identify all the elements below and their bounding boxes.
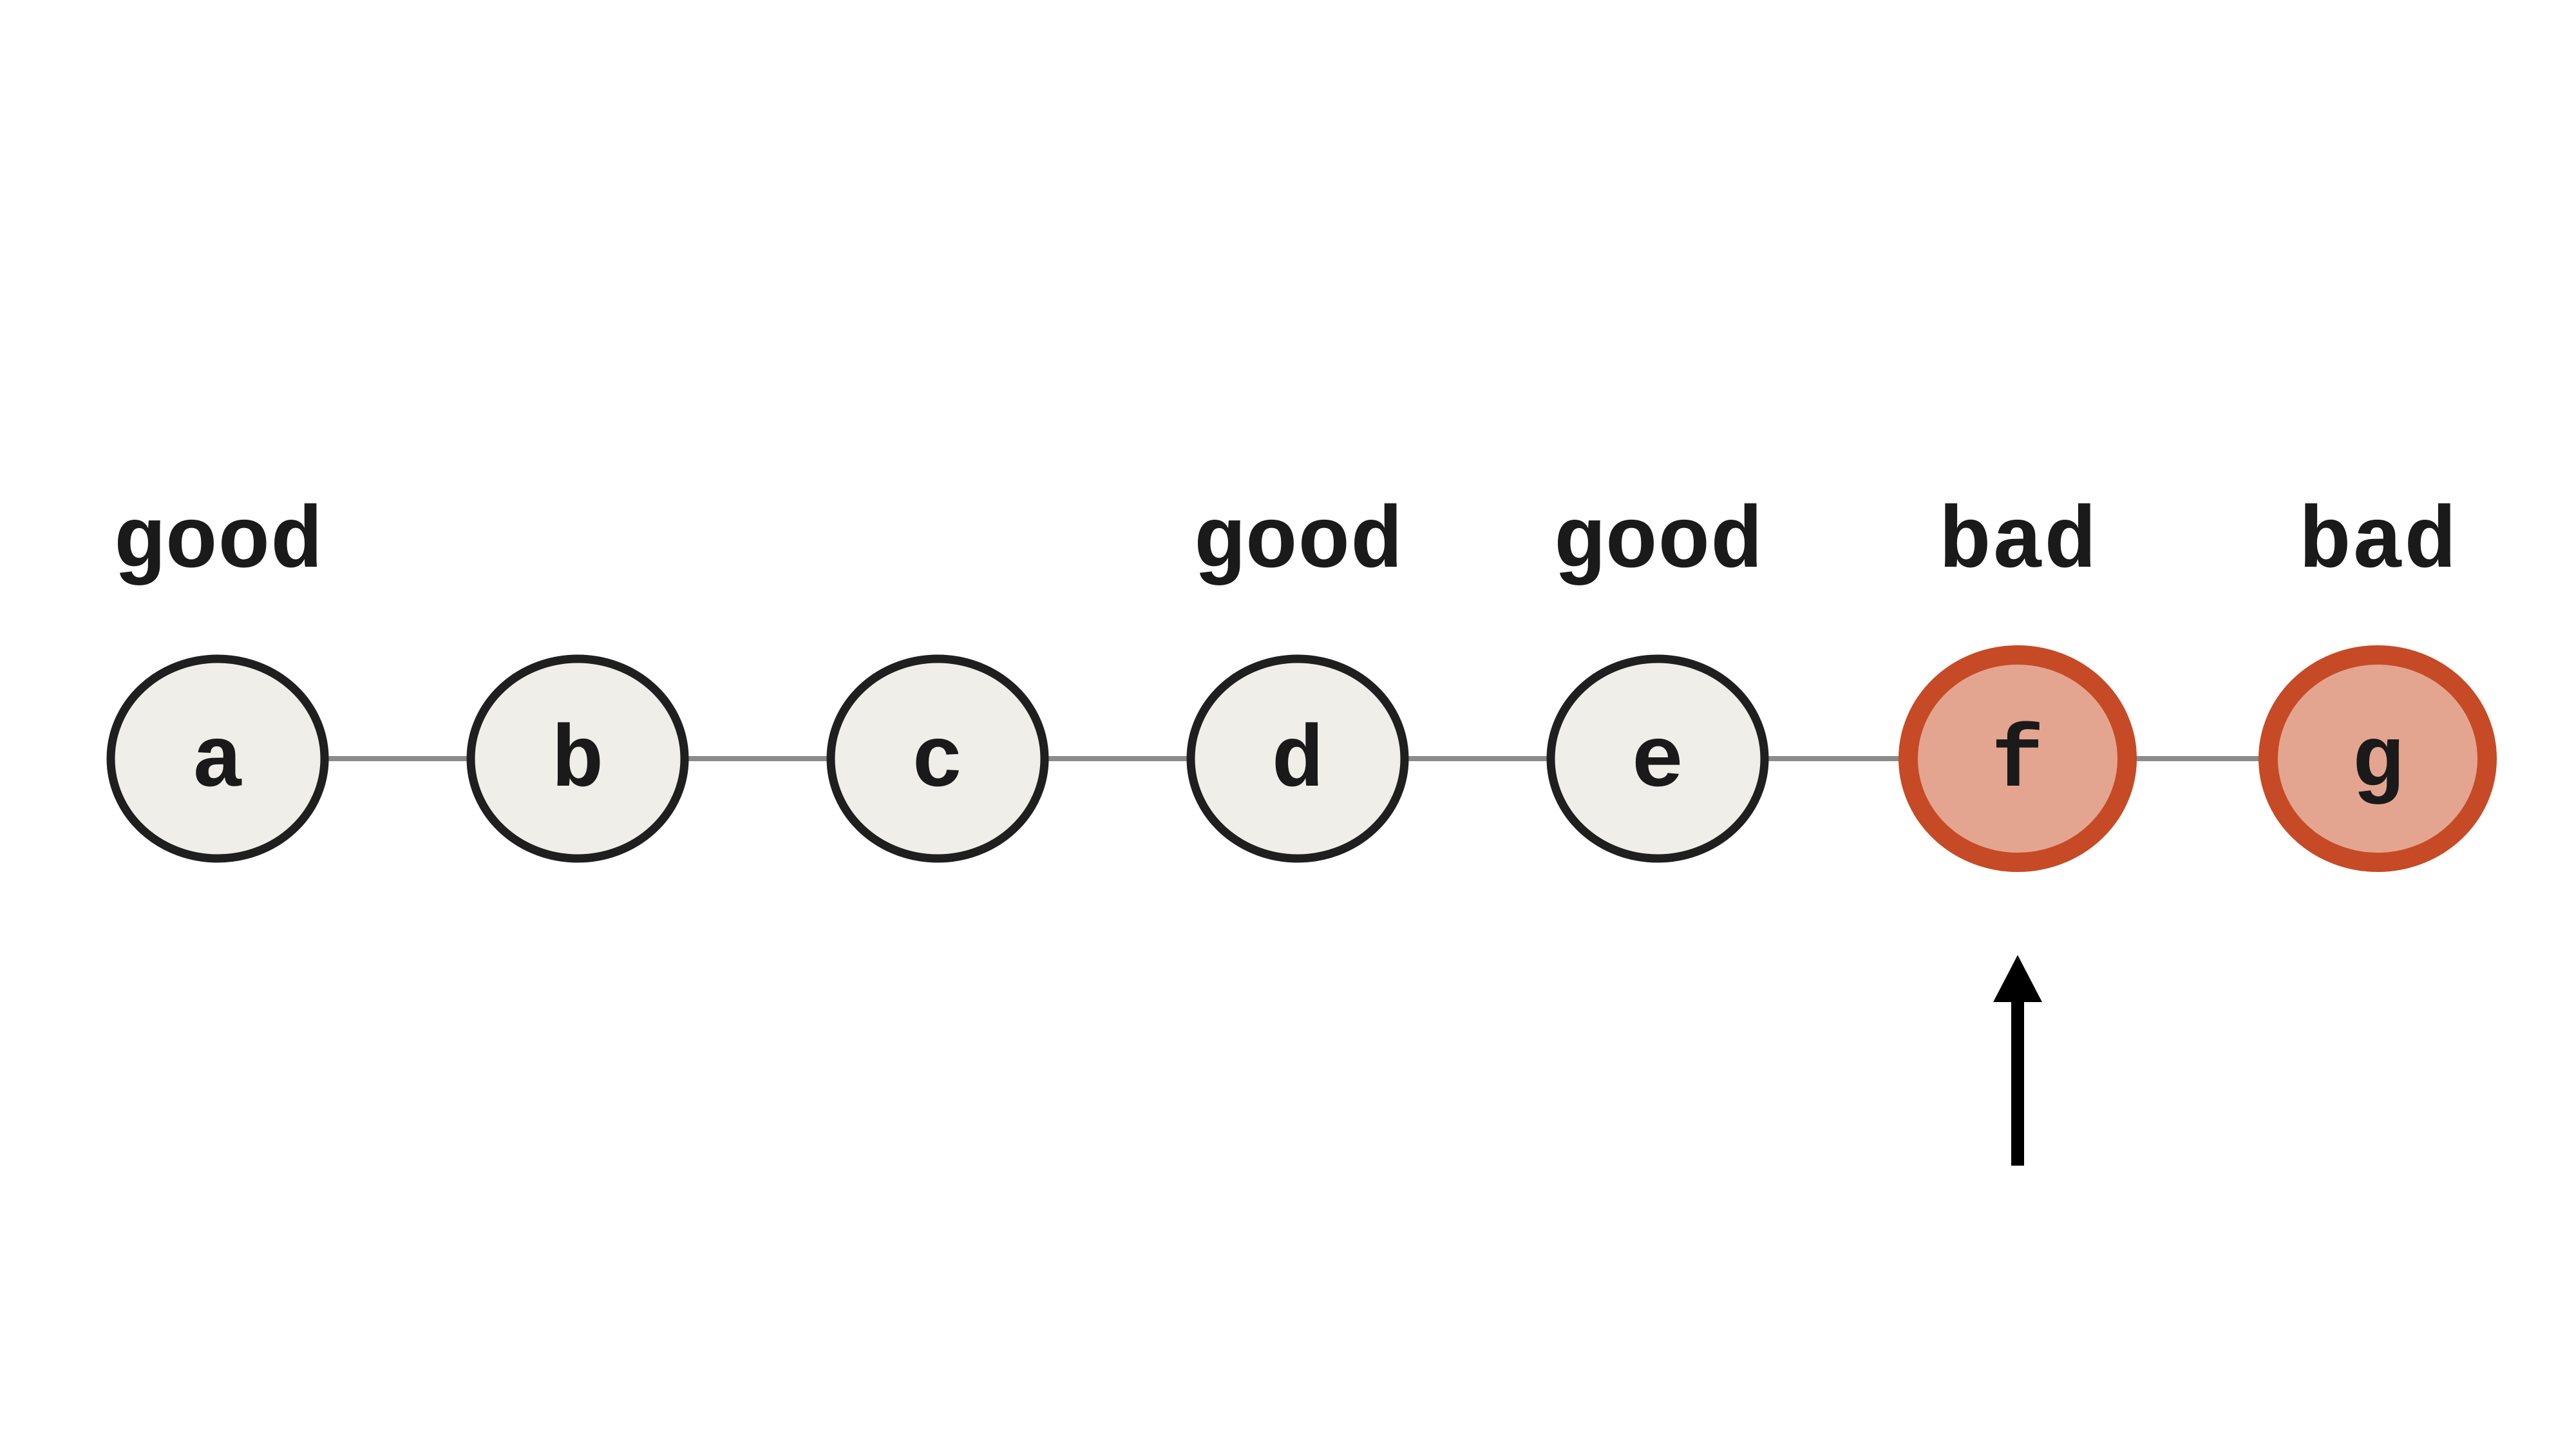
commit-circle xyxy=(1186,654,1409,863)
commit-id-label: e xyxy=(1631,713,1684,812)
commit-node-d: d xyxy=(1186,654,1409,863)
commit-id-label: b xyxy=(551,713,604,812)
commit-circle xyxy=(826,654,1049,863)
commit-circle xyxy=(106,654,329,863)
commit-circle xyxy=(1899,645,2137,872)
status-label-bad: bad xyxy=(2299,494,2457,593)
commit-node-f: f xyxy=(1899,645,2137,872)
commit-nodes: a b c d e f g xyxy=(106,645,2497,872)
pointer-arrow-head xyxy=(1993,955,2042,1002)
status-label-good: good xyxy=(1193,494,1403,593)
commit-node-g: g xyxy=(2259,645,2497,872)
arrow-up-icon xyxy=(1993,955,2042,1166)
status-label-good: good xyxy=(1553,494,1763,593)
commit-id-label: f xyxy=(1991,713,2044,812)
commit-node-b: b xyxy=(466,654,689,863)
status-label-good: good xyxy=(113,494,323,593)
commit-node-a: a xyxy=(106,654,329,863)
commit-id-label: a xyxy=(191,713,244,812)
commit-id-label: c xyxy=(911,713,964,812)
commit-id-label: d xyxy=(1271,713,1324,812)
commit-id-label: g xyxy=(2351,713,2404,812)
commit-node-e: e xyxy=(1546,654,1769,863)
commit-circle xyxy=(1546,654,1769,863)
commit-circle xyxy=(2259,645,2497,872)
commit-circle xyxy=(466,654,689,863)
status-label-bad: bad xyxy=(1939,494,2097,593)
commit-node-c: c xyxy=(826,654,1049,863)
status-labels: good good good bad bad xyxy=(113,494,2457,593)
